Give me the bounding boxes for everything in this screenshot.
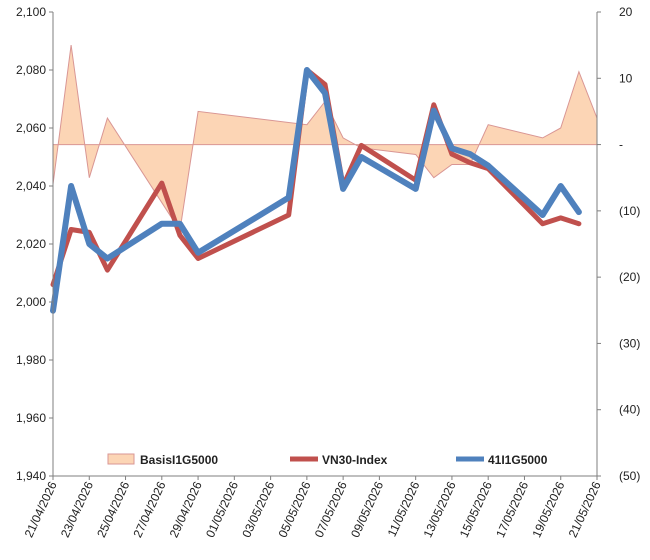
x-tick-label: 13/05/2026 — [421, 479, 459, 540]
x-tick-label: 09/05/2026 — [348, 479, 386, 540]
41i1g5000-line — [50, 67, 582, 314]
axes — [49, 11, 601, 480]
x-tick-label: 19/05/2026 — [529, 479, 567, 540]
x-tick-label: 15/05/2026 — [457, 479, 495, 540]
x-tick-label: 23/04/2026 — [58, 479, 96, 540]
x-tick-label: 25/04/2026 — [94, 479, 132, 540]
x-tick-label: 21/04/2026 — [22, 479, 60, 540]
legend-label-41i1g5000: 41I1G5000 — [488, 453, 548, 467]
y-right-tick-label: (50) — [619, 469, 640, 483]
x-tick-label: 27/04/2026 — [130, 479, 168, 540]
basis-area — [52, 45, 598, 233]
basis-area-layer — [52, 45, 598, 233]
y-right-tick-label: (20) — [619, 270, 640, 284]
x-tick-label: 05/05/2026 — [276, 479, 314, 540]
x-tick-label: 03/05/2026 — [239, 479, 277, 540]
y-left-tick-label: 2,100 — [16, 5, 46, 19]
legend-swatch-basis — [107, 453, 135, 465]
y-right-tick-label: (30) — [619, 336, 640, 350]
legend-label-basis: BasisI1G5000 — [140, 453, 218, 467]
y-right-tick-label: (10) — [619, 204, 640, 218]
x-tick-label: 01/05/2026 — [203, 479, 241, 540]
y-left-tick-label: 1,940 — [16, 469, 46, 483]
y-left-tick-label: 2,000 — [16, 295, 46, 309]
x-tick-label: 21/05/2026 — [566, 479, 604, 540]
legend: BasisI1G5000 VN30-Index 41I1G5000 — [107, 453, 548, 467]
y-left-tick-label: 2,060 — [16, 121, 46, 135]
legend-label-vn30: VN30-Index — [322, 453, 388, 467]
y-left-tick-label: 1,960 — [16, 411, 46, 425]
y-right-tick-label: 10 — [619, 71, 633, 85]
x-tick-label: 17/05/2026 — [493, 479, 531, 540]
y-right-tick-label: 20 — [619, 5, 633, 19]
y-left-tick-label: 1,980 — [16, 353, 46, 367]
y-left-tick-label: 2,020 — [16, 237, 46, 251]
x-tick-label: 11/05/2026 — [385, 479, 423, 539]
y-left-tick-label: 2,080 — [16, 63, 46, 77]
y-right-tick-label: - — [619, 138, 623, 152]
y-left-tick-label: 2,040 — [16, 179, 46, 193]
index-lines-layer — [50, 67, 582, 314]
y-right-tick-label: (40) — [619, 403, 640, 417]
x-tick-label: 29/04/2026 — [167, 479, 205, 540]
x-tick-label: 07/05/2026 — [312, 479, 350, 540]
